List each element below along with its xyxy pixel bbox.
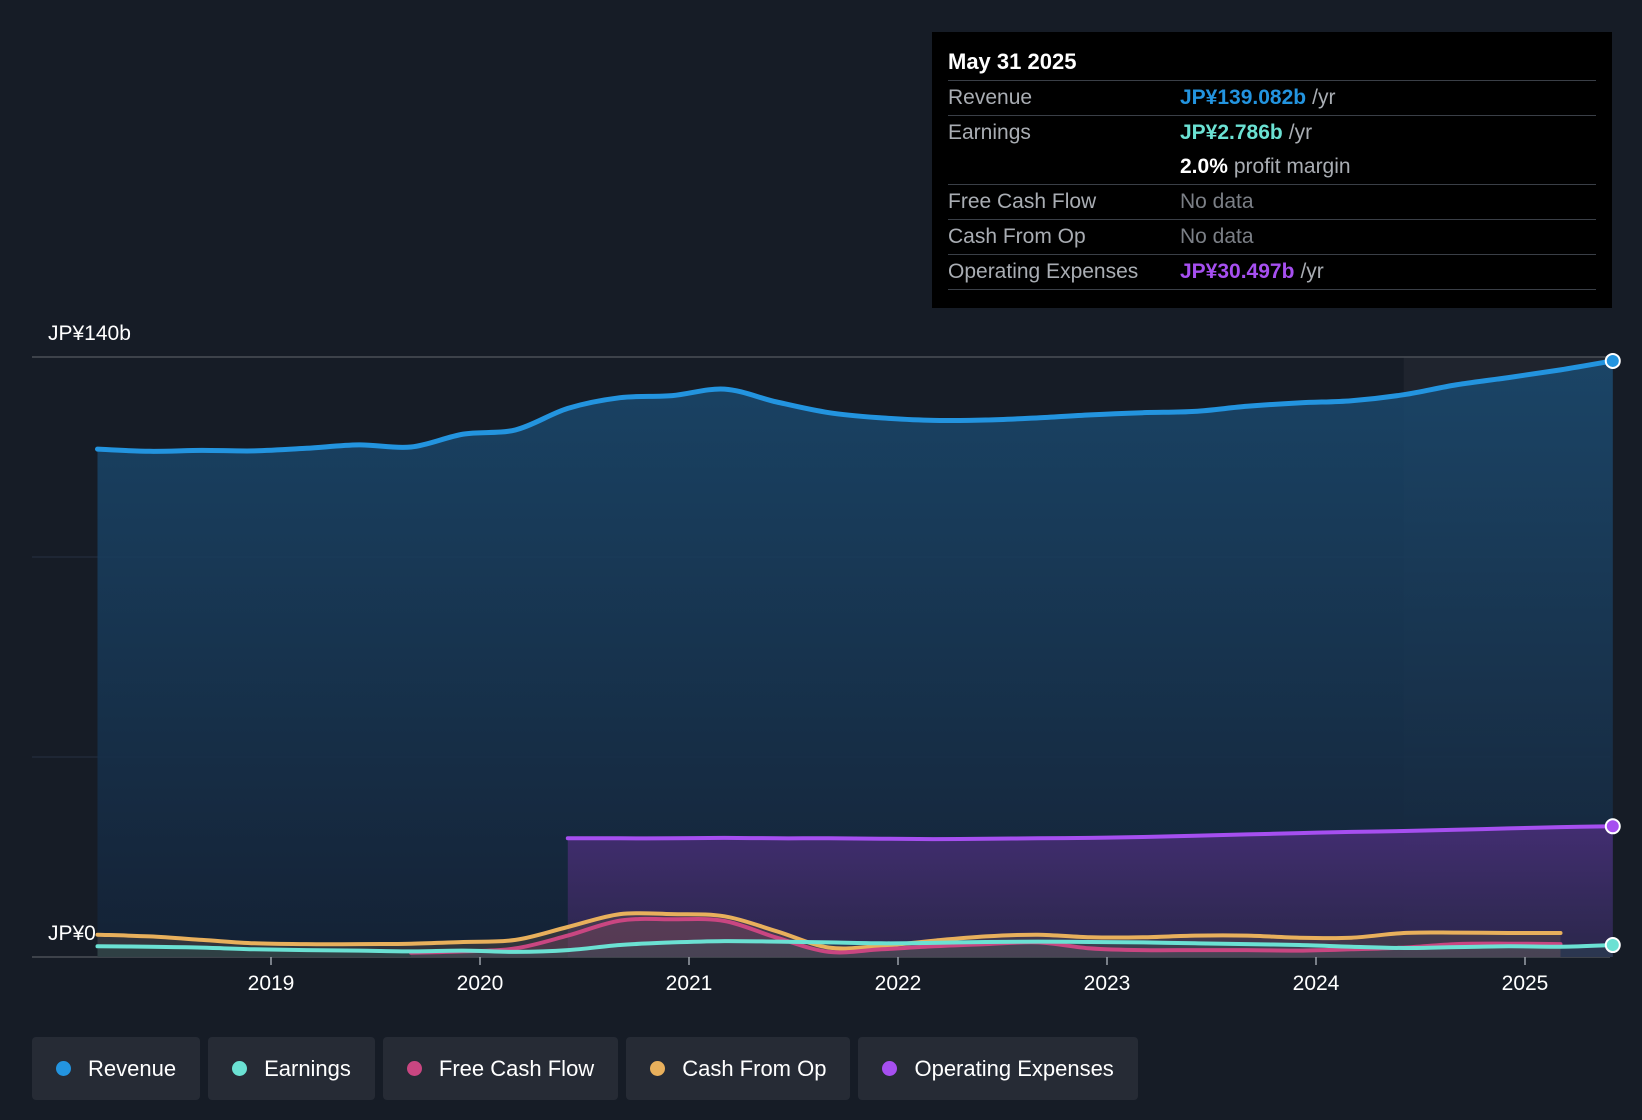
free-cash-flow-area xyxy=(411,918,1561,957)
operating-expenses-line xyxy=(565,824,1615,842)
tooltip-unit: /yr xyxy=(1312,86,1336,109)
tooltip-row-fcf: Free Cash Flow No data xyxy=(948,184,1596,219)
x-tick-label: 2021 xyxy=(666,972,713,995)
operating-expenses-dot-icon xyxy=(882,1061,898,1076)
x-tick-label: 2022 xyxy=(875,972,922,995)
tooltip-unit: /yr xyxy=(1300,260,1324,283)
revenue-end-marker[interactable] xyxy=(1604,352,1621,369)
tooltip-value: JP¥30.497b xyxy=(1180,260,1295,283)
tooltip-row-cfo: Cash From Op No data xyxy=(948,219,1596,254)
legend-label: Operating Expenses xyxy=(914,1055,1114,1081)
y-label-bottom: JP¥0 xyxy=(48,922,96,945)
tooltip-label: Earnings xyxy=(948,121,1031,144)
tooltip-label: Revenue xyxy=(948,86,1033,109)
tooltip-value: No data xyxy=(1180,190,1254,213)
tooltip-row-profit-margin: 2.0% profit margin xyxy=(948,150,1596,184)
legend-item-free-cash-flow[interactable]: Free Cash Flow xyxy=(382,1037,619,1100)
tooltip-value: JP¥139.082b xyxy=(1180,86,1307,109)
revenue-line xyxy=(95,358,1616,454)
tooltip-value: 2.0% xyxy=(1180,155,1228,178)
x-tick-label: 2023 xyxy=(1084,972,1131,995)
x-tick-label: 2020 xyxy=(457,972,504,995)
series-lines xyxy=(95,352,1621,955)
tooltip: May 31 2025 Revenue JP¥139.082b /yr Earn… xyxy=(932,32,1612,308)
earnings-dot-icon xyxy=(232,1061,248,1076)
earnings-line xyxy=(95,939,1615,954)
revenue-dot-icon xyxy=(56,1061,71,1076)
tooltip-date: May 31 2025 xyxy=(948,49,1077,74)
tooltip-label: Operating Expenses xyxy=(948,260,1139,283)
tooltip-value: JP¥2.786b xyxy=(1180,121,1283,144)
tooltip-label xyxy=(948,150,1180,184)
tooltip-unit: /yr xyxy=(1288,121,1313,144)
cash-from-op-line xyxy=(95,911,1563,951)
legend-label: Free Cash Flow xyxy=(438,1055,595,1081)
tooltip-row-opex: Operating Expenses JP¥30.497b /yr xyxy=(948,254,1596,290)
cash-from-op-area xyxy=(97,913,1561,957)
operating-expenses-area xyxy=(567,826,1613,957)
x-tick-label: 2025 xyxy=(1502,972,1549,995)
legend-item-revenue[interactable]: Revenue xyxy=(32,1037,201,1100)
revenue-area xyxy=(97,360,1613,957)
operating-expenses-end-marker[interactable] xyxy=(1604,818,1621,835)
x-tick-label: 2019 xyxy=(248,972,295,995)
legend: Revenue Earnings Free Cash Flow Cash Fro… xyxy=(32,1037,1138,1100)
tooltip-label: Free Cash Flow xyxy=(948,190,1097,213)
tooltip-label: Cash From Op xyxy=(948,225,1086,248)
x-tick-label: 2024 xyxy=(1293,972,1340,995)
earnings-end-marker[interactable] xyxy=(1604,937,1621,954)
cash-from-op-dot-icon xyxy=(650,1061,666,1076)
legend-item-cash-from-op[interactable]: Cash From Op xyxy=(626,1037,851,1100)
legend-label: Cash From Op xyxy=(682,1055,827,1081)
legend-label: Revenue xyxy=(88,1055,177,1081)
tooltip-row-earnings: Earnings JP¥2.786b /yr xyxy=(948,115,1596,150)
legend-label: Earnings xyxy=(264,1055,351,1081)
legend-item-operating-expenses[interactable]: Operating Expenses xyxy=(858,1037,1138,1100)
tooltip-row-revenue: Revenue JP¥139.082b /yr xyxy=(948,80,1596,115)
tooltip-value: No data xyxy=(1180,225,1254,248)
x-axis-ticks: 2019 2020 2021 2022 2023 2024 2025 xyxy=(248,957,1549,995)
tooltip-unit: profit margin xyxy=(1233,155,1351,178)
free-cash-flow-dot-icon xyxy=(406,1061,422,1076)
y-label-top: JP¥140b xyxy=(48,322,131,345)
series-areas xyxy=(97,360,1613,957)
legend-item-earnings[interactable]: Earnings xyxy=(208,1037,375,1100)
